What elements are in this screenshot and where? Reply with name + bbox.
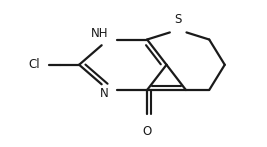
Text: NH: NH: [91, 27, 108, 40]
Text: O: O: [143, 125, 152, 138]
Text: S: S: [174, 13, 182, 26]
Text: Cl: Cl: [29, 58, 40, 71]
Text: N: N: [100, 87, 108, 100]
